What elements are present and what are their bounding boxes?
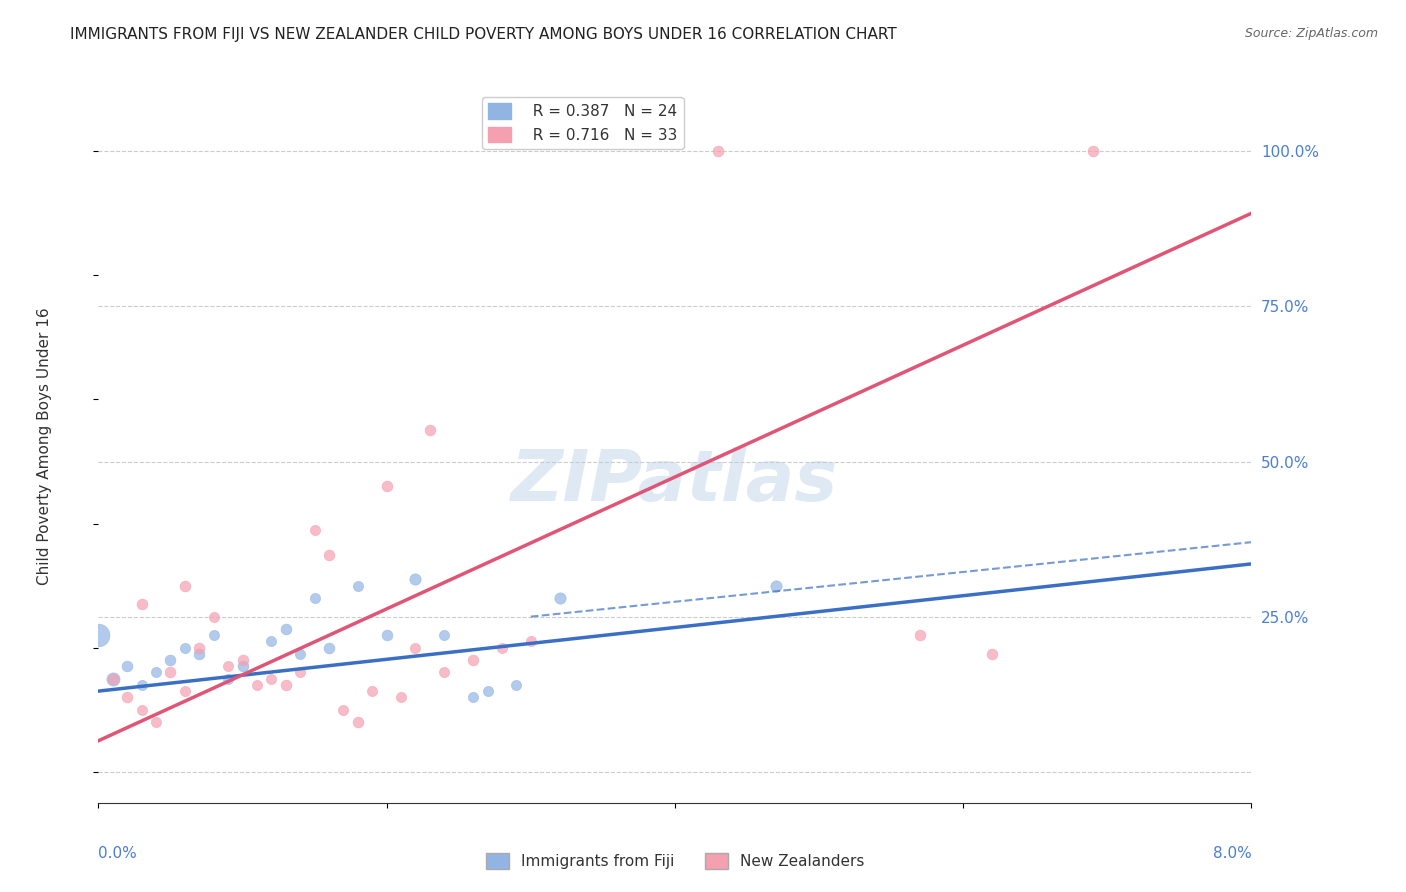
Point	[332, 703, 354, 717]
Point	[131, 703, 153, 717]
Point	[246, 678, 269, 692]
Point	[361, 684, 384, 698]
Point	[405, 640, 427, 655]
Point	[174, 579, 197, 593]
Point	[461, 690, 484, 705]
Point	[375, 628, 398, 642]
Point	[520, 634, 543, 648]
Point	[101, 672, 124, 686]
Point	[505, 678, 527, 692]
Point	[274, 622, 297, 636]
Point	[318, 640, 340, 655]
Point	[188, 647, 211, 661]
Point	[304, 523, 326, 537]
Point	[174, 684, 197, 698]
Point	[202, 609, 225, 624]
Point	[117, 659, 139, 673]
Point	[87, 628, 110, 642]
Point	[231, 653, 254, 667]
Point	[491, 640, 513, 655]
Point	[548, 591, 571, 605]
Point	[101, 672, 124, 686]
Text: IMMIGRANTS FROM FIJI VS NEW ZEALANDER CHILD POVERTY AMONG BOYS UNDER 16 CORRELAT: IMMIGRANTS FROM FIJI VS NEW ZEALANDER CH…	[70, 27, 897, 42]
Text: Source: ZipAtlas.com: Source: ZipAtlas.com	[1244, 27, 1378, 40]
Point	[461, 653, 484, 667]
Point	[159, 665, 181, 680]
Y-axis label: Child Poverty Among Boys Under 16: Child Poverty Among Boys Under 16	[38, 307, 52, 585]
Text: 8.0%: 8.0%	[1212, 846, 1251, 861]
Point	[274, 678, 297, 692]
Point	[318, 548, 340, 562]
Point	[145, 715, 167, 730]
Legend:   R = 0.387   N = 24,   R = 0.716   N = 33: R = 0.387 N = 24, R = 0.716 N = 33	[482, 97, 683, 149]
Point	[765, 579, 787, 593]
Point	[707, 145, 730, 159]
Text: 0.0%: 0.0%	[98, 846, 138, 861]
Point	[477, 684, 499, 698]
Point	[202, 628, 225, 642]
Point	[981, 647, 1004, 661]
Point	[217, 659, 239, 673]
Point	[159, 653, 181, 667]
Point	[304, 591, 326, 605]
Text: ZIPatlas: ZIPatlas	[512, 447, 838, 516]
Point	[290, 665, 312, 680]
Point	[433, 628, 456, 642]
Point	[231, 659, 254, 673]
Point	[405, 573, 427, 587]
Point	[290, 647, 312, 661]
Point	[375, 479, 398, 493]
Point	[260, 634, 283, 648]
Point	[174, 640, 197, 655]
Point	[908, 628, 931, 642]
Point	[217, 672, 239, 686]
Point	[1081, 145, 1104, 159]
Point	[117, 690, 139, 705]
Point	[433, 665, 456, 680]
Legend: Immigrants from Fiji, New Zealanders: Immigrants from Fiji, New Zealanders	[479, 847, 870, 875]
Point	[260, 672, 283, 686]
Point	[346, 579, 368, 593]
Point	[389, 690, 412, 705]
Point	[188, 640, 211, 655]
Point	[419, 424, 441, 438]
Point	[131, 597, 153, 611]
Point	[346, 715, 368, 730]
Point	[131, 678, 153, 692]
Point	[145, 665, 167, 680]
